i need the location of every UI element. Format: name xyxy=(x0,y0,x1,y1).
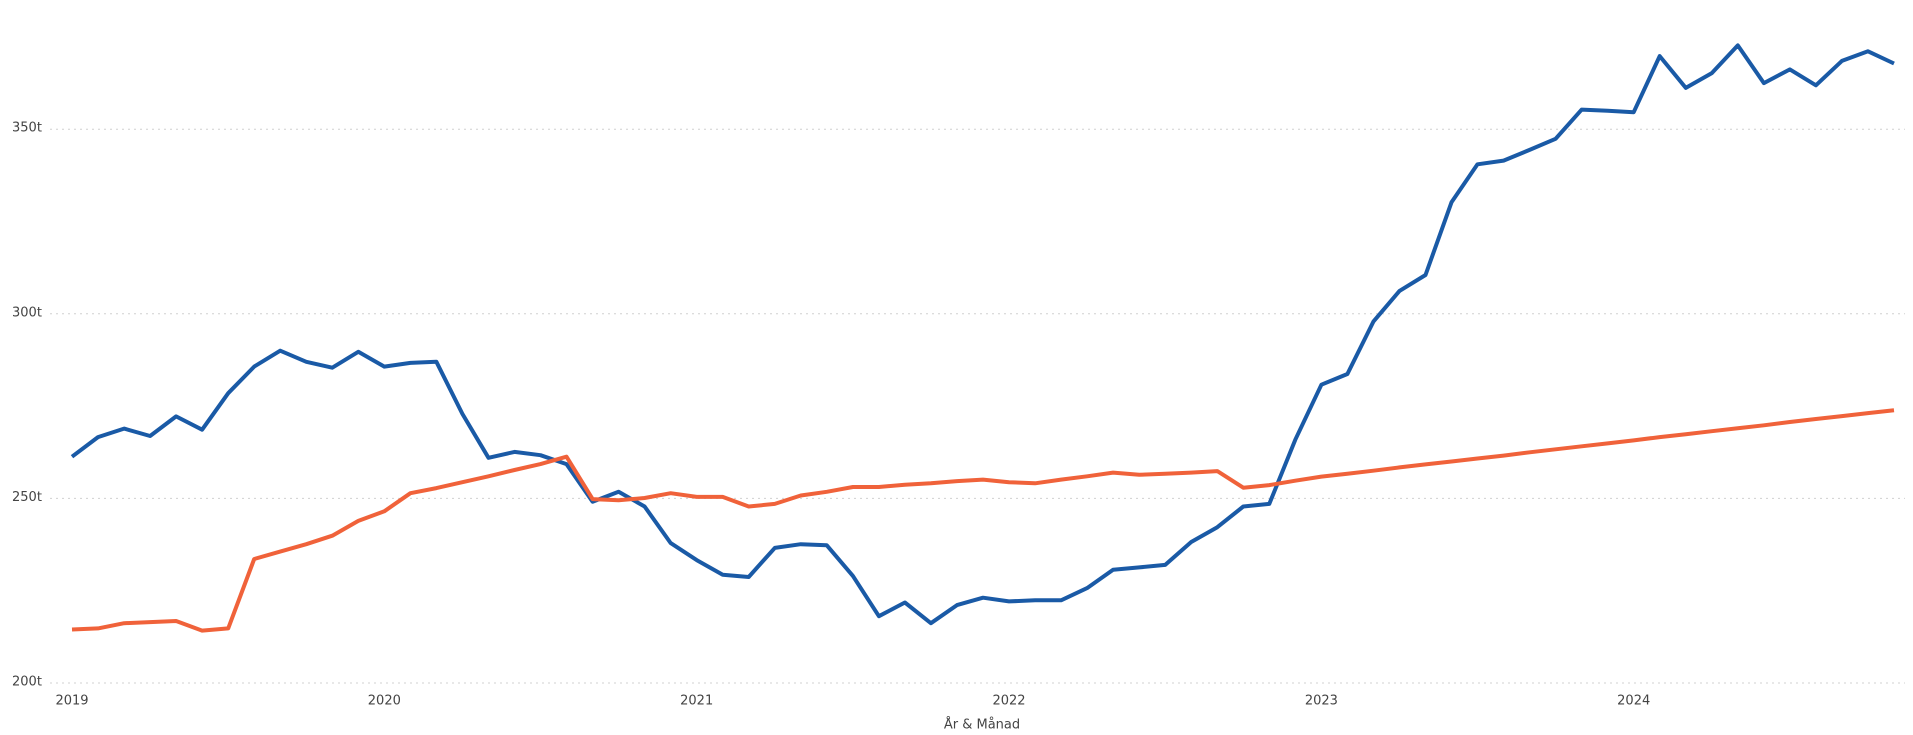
x-tick-label: 2019 xyxy=(55,694,88,709)
y-tick-label: 350t xyxy=(12,121,42,136)
y-tick-label: 250t xyxy=(12,490,42,505)
series-line xyxy=(71,408,1895,633)
x-tick-label: 2020 xyxy=(368,694,401,709)
series-line xyxy=(70,43,1895,626)
x-tick-label: 2021 xyxy=(680,694,713,709)
x-axis-title: År & Månad xyxy=(944,717,1020,733)
x-tick-label: 2023 xyxy=(1305,694,1338,709)
y-tick-label: 300t xyxy=(12,305,42,320)
x-tick-label: 2022 xyxy=(992,694,1025,709)
x-tick-label: 2024 xyxy=(1617,694,1650,709)
y-tick-label: 200t xyxy=(12,675,42,690)
